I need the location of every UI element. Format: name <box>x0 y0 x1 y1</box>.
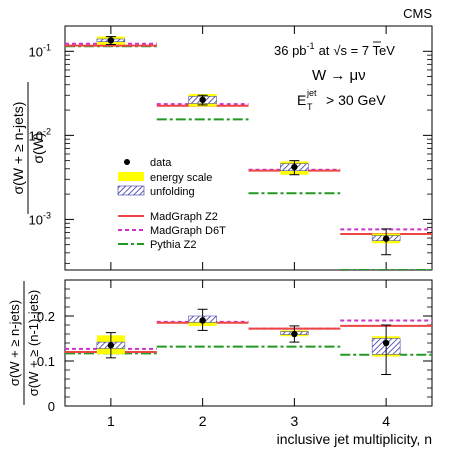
top-data-point-4 <box>382 235 390 242</box>
legend-energy-scale-swatch <box>118 172 144 181</box>
x-axis-label: inclusive jet multiplicity, n <box>277 431 432 447</box>
bottom-panel-marks <box>65 308 432 375</box>
bottom-ytick-label-3: 0.2 <box>37 309 55 324</box>
bottom-ylabel-denominator: σ(W + ≥ (n-1)-jets) <box>26 290 41 397</box>
bottom-axis-ticks: 0 0.1 0.2 1 2 3 4 <box>37 279 432 429</box>
bottom-ylabel: σ(W + ≥ n-jets) σ(W + ≥ (n-1)-jets) <box>7 281 41 405</box>
jet-cut-label: Ejet T > 30 GeV <box>297 88 386 112</box>
legend-unfolding-swatch <box>117 185 145 196</box>
bottom-xtick-label-1: 1 <box>107 413 115 429</box>
bottom-data-point-1 <box>107 342 115 349</box>
legend-energy-scale-label: energy scale <box>150 172 212 184</box>
top-panel-marks <box>65 36 432 270</box>
top-ytick-label-3: 10-1 <box>29 42 51 59</box>
legend: data energy scale unfolding MadGraph Z2 … <box>117 157 226 251</box>
legend-pythia-z2-label: Pythia Z2 <box>150 239 196 251</box>
legend-unfolding-label: unfolding <box>150 186 195 198</box>
top-data-point-1 <box>107 37 115 44</box>
legend-madgraph-d6t-label: MadGraph D6T <box>150 225 226 237</box>
bottom-ytick-label-1: 0 <box>48 399 55 414</box>
top-data-point-2 <box>199 96 206 103</box>
legend-data-label: data <box>150 157 172 169</box>
bottom-xtick-label-3: 3 <box>290 413 298 429</box>
bottom-xtick-label-2: 2 <box>199 413 207 429</box>
bottom-data-point-4 <box>382 339 390 347</box>
bottom-ytick-label-2: 0.1 <box>37 354 55 369</box>
bottom-data-point-2 <box>199 317 206 324</box>
bottom-data-point-3 <box>291 330 298 338</box>
process-label: W → μν <box>312 67 366 84</box>
legend-data-marker <box>124 159 130 165</box>
top-axis-ticks: 10-3 10-2 10-1 <box>29 25 432 270</box>
bottom-xtick-label-4: 4 <box>382 413 390 429</box>
cms-label: CMS <box>403 6 432 21</box>
top-ytick-label-1: 10-3 <box>29 210 51 227</box>
top-ylabel: σ(W + ≥ n-jets) σ(W) <box>10 82 46 214</box>
top-ylabel-numerator: σ(W + ≥ n-jets) <box>10 102 26 195</box>
top-ytick-label-2: 10-2 <box>29 126 51 143</box>
lumi-annotation: 36 pb-1 at √s = 7 TeV <box>274 41 395 58</box>
legend-madgraph-z2-label: MadGraph Z2 <box>150 211 218 223</box>
bottom-ylabel-numerator: σ(W + ≥ n-jets) <box>7 300 22 386</box>
top-data-point-3 <box>291 163 298 171</box>
top-ylabel-denominator: σ(W) <box>30 132 46 163</box>
